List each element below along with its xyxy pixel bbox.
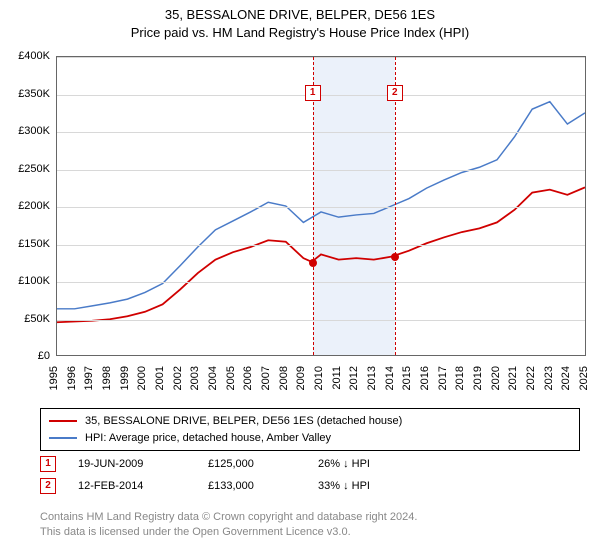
x-axis-label: 2012	[348, 366, 360, 390]
x-axis-label: 2015	[401, 366, 413, 390]
footer-line2: This data is licensed under the Open Gov…	[40, 526, 351, 538]
legend-label: 35, BESSALONE DRIVE, BELPER, DE56 1ES (d…	[85, 413, 402, 430]
footer-attribution: Contains HM Land Registry data © Crown c…	[40, 510, 580, 540]
x-axis-label: 2016	[419, 366, 431, 390]
sales-table: 1 19-JUN-2009 £125,000 26% ↓ HPI 2 12-FE…	[40, 452, 580, 496]
sale-marker-badge: 1	[305, 85, 321, 101]
sale-date: 12-FEB-2014	[78, 480, 208, 492]
x-axis-label: 2022	[525, 366, 537, 390]
footer-line1: Contains HM Land Registry data © Crown c…	[40, 511, 417, 523]
x-axis-label: 1999	[119, 366, 131, 390]
x-axis-label: 1996	[66, 366, 78, 390]
x-axis-label: 1998	[101, 366, 113, 390]
x-axis-label: 2009	[295, 366, 307, 390]
legend-swatch-hpi	[49, 437, 77, 439]
y-axis-label: £100K	[4, 275, 50, 287]
x-axis-label: 2010	[313, 366, 325, 390]
y-axis-label: £50K	[4, 313, 50, 325]
gridline	[57, 57, 585, 58]
x-axis-label: 2024	[560, 366, 572, 390]
x-axis-label: 2004	[207, 366, 219, 390]
x-axis-label: 2000	[136, 366, 148, 390]
title-address: 35, BESSALONE DRIVE, BELPER, DE56 1ES	[0, 6, 600, 24]
y-axis-label: £150K	[4, 238, 50, 250]
x-axis-label: 2013	[366, 366, 378, 390]
x-axis-label: 1997	[83, 366, 95, 390]
sale-marker-line	[313, 57, 314, 355]
gridline	[57, 282, 585, 283]
x-axis-label: 2020	[490, 366, 502, 390]
sale-date: 19-JUN-2009	[78, 458, 208, 470]
line-canvas	[57, 57, 585, 355]
y-axis-label: £350K	[4, 88, 50, 100]
legend: 35, BESSALONE DRIVE, BELPER, DE56 1ES (d…	[40, 408, 580, 451]
gridline	[57, 245, 585, 246]
legend-row: 35, BESSALONE DRIVE, BELPER, DE56 1ES (d…	[49, 413, 571, 430]
y-axis-label: £250K	[4, 163, 50, 175]
gridline	[57, 320, 585, 321]
title-subtitle: Price paid vs. HM Land Registry's House …	[0, 24, 600, 42]
gridline	[57, 132, 585, 133]
sale-hpi-delta: 26% ↓ HPI	[318, 458, 580, 470]
sale-row: 1 19-JUN-2009 £125,000 26% ↓ HPI	[40, 452, 580, 474]
x-axis-label: 2018	[454, 366, 466, 390]
y-axis-label: £0	[4, 350, 50, 362]
x-axis-label: 2011	[331, 366, 343, 390]
x-axis-label: 2019	[472, 366, 484, 390]
chart-title-block: 35, BESSALONE DRIVE, BELPER, DE56 1ES Pr…	[0, 0, 600, 42]
legend-swatch-property	[49, 420, 77, 422]
x-axis-label: 2007	[260, 366, 272, 390]
chart-container: 12 £0£50K£100K£150K£200K£250K£300K£350K£…	[8, 48, 592, 396]
plot-area: 12	[56, 56, 586, 356]
x-axis-label: 2002	[172, 366, 184, 390]
legend-label: HPI: Average price, detached house, Ambe…	[85, 430, 331, 447]
x-axis-label: 2001	[154, 366, 166, 390]
x-axis-label: 2003	[189, 366, 201, 390]
sale-dot	[309, 259, 317, 267]
sale-marker-badge: 2	[387, 85, 403, 101]
x-axis-label: 2021	[507, 366, 519, 390]
legend-row: HPI: Average price, detached house, Ambe…	[49, 430, 571, 447]
sale-badge: 1	[40, 456, 56, 472]
sale-row: 2 12-FEB-2014 £133,000 33% ↓ HPI	[40, 474, 580, 496]
sale-hpi-delta: 33% ↓ HPI	[318, 480, 580, 492]
sale-badge: 2	[40, 478, 56, 494]
x-axis-label: 2008	[278, 366, 290, 390]
x-axis-label: 2023	[543, 366, 555, 390]
gridline	[57, 207, 585, 208]
y-axis-label: £200K	[4, 200, 50, 212]
x-axis-label: 2006	[242, 366, 254, 390]
sale-marker-line	[395, 57, 396, 355]
x-axis-label: 2025	[578, 366, 590, 390]
x-axis-label: 1995	[48, 366, 60, 390]
y-axis-label: £400K	[4, 50, 50, 62]
sale-price: £133,000	[208, 480, 318, 492]
x-axis-label: 2014	[384, 366, 396, 390]
x-axis-label: 2005	[225, 366, 237, 390]
gridline	[57, 95, 585, 96]
sale-dot	[391, 253, 399, 261]
x-axis-label: 2017	[437, 366, 449, 390]
gridline	[57, 170, 585, 171]
sale-price: £125,000	[208, 458, 318, 470]
y-axis-label: £300K	[4, 125, 50, 137]
